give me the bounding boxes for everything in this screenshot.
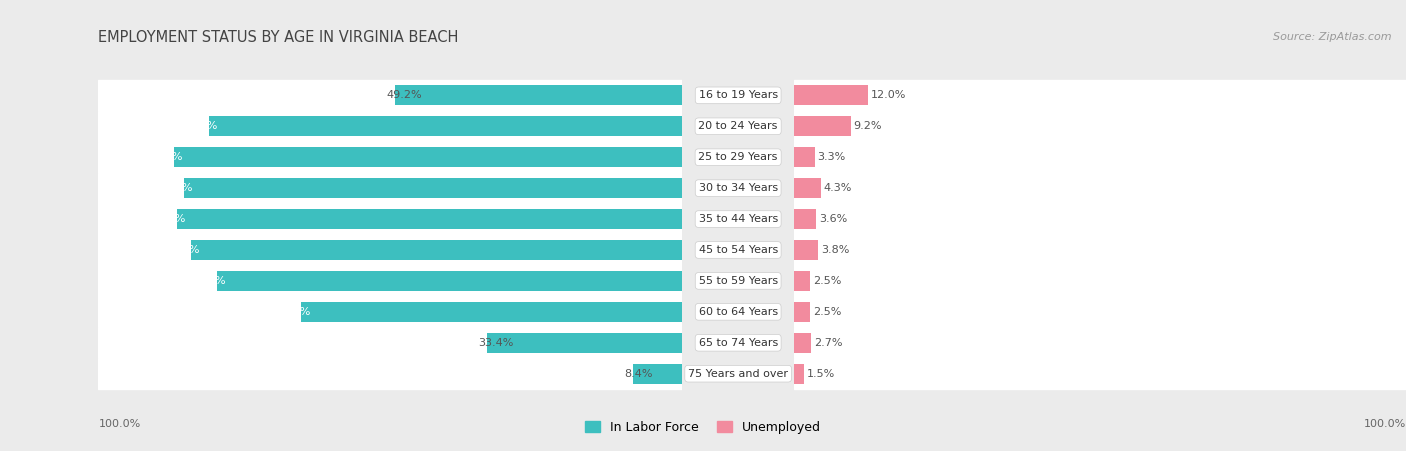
Text: 3.8%: 3.8% bbox=[821, 245, 849, 255]
Text: 75 Years and over: 75 Years and over bbox=[688, 368, 789, 379]
Text: 84.1%: 84.1% bbox=[165, 245, 200, 255]
Bar bbox=[794, 209, 817, 229]
Bar bbox=[794, 80, 1406, 111]
Text: 100.0%: 100.0% bbox=[98, 419, 141, 429]
Bar bbox=[794, 235, 1406, 266]
Bar bbox=[98, 110, 682, 142]
Bar bbox=[98, 327, 682, 359]
Text: Source: ZipAtlas.com: Source: ZipAtlas.com bbox=[1274, 32, 1392, 41]
Bar bbox=[98, 203, 682, 235]
Text: 20 to 24 Years: 20 to 24 Years bbox=[699, 121, 778, 131]
Text: 65.2%: 65.2% bbox=[274, 307, 311, 317]
Text: 3.3%: 3.3% bbox=[818, 152, 846, 162]
Text: 85.4%: 85.4% bbox=[157, 183, 193, 193]
Text: 2.5%: 2.5% bbox=[813, 276, 841, 286]
Bar bbox=[794, 142, 1406, 173]
Bar bbox=[98, 173, 682, 204]
Bar bbox=[794, 85, 868, 106]
Bar bbox=[794, 333, 811, 353]
Text: 65 to 74 Years: 65 to 74 Years bbox=[699, 338, 778, 348]
Bar bbox=[98, 358, 682, 389]
Bar bbox=[98, 235, 682, 266]
Bar bbox=[209, 116, 682, 136]
Text: 33.4%: 33.4% bbox=[478, 338, 513, 348]
Bar bbox=[794, 271, 810, 291]
Bar bbox=[794, 265, 1406, 296]
Text: 79.7%: 79.7% bbox=[190, 276, 225, 286]
Bar bbox=[794, 240, 818, 260]
Bar bbox=[98, 142, 682, 173]
Bar bbox=[794, 296, 1406, 327]
Bar bbox=[794, 178, 821, 198]
Text: 3.6%: 3.6% bbox=[820, 214, 848, 224]
Bar bbox=[395, 85, 682, 106]
Bar bbox=[633, 364, 682, 384]
Text: 8.4%: 8.4% bbox=[624, 368, 652, 379]
Text: 4.3%: 4.3% bbox=[824, 183, 852, 193]
Bar bbox=[794, 203, 1406, 235]
Text: 30 to 34 Years: 30 to 34 Years bbox=[699, 183, 778, 193]
Bar bbox=[794, 302, 810, 322]
Bar bbox=[794, 110, 1406, 142]
Text: 2.7%: 2.7% bbox=[814, 338, 842, 348]
Text: 16 to 19 Years: 16 to 19 Years bbox=[699, 90, 778, 101]
Bar bbox=[794, 364, 804, 384]
Bar bbox=[301, 302, 682, 322]
Text: 60 to 64 Years: 60 to 64 Years bbox=[699, 307, 778, 317]
Bar bbox=[794, 173, 1406, 204]
Bar bbox=[794, 327, 1406, 359]
Text: 86.5%: 86.5% bbox=[150, 214, 186, 224]
Bar bbox=[174, 147, 682, 167]
Text: 87.0%: 87.0% bbox=[148, 152, 183, 162]
Text: 25 to 29 Years: 25 to 29 Years bbox=[699, 152, 778, 162]
Text: 49.2%: 49.2% bbox=[387, 90, 422, 101]
Bar bbox=[217, 271, 682, 291]
Text: 35 to 44 Years: 35 to 44 Years bbox=[699, 214, 778, 224]
Bar bbox=[177, 209, 682, 229]
Bar bbox=[98, 80, 682, 111]
Text: 1.5%: 1.5% bbox=[807, 368, 835, 379]
Text: 45 to 54 Years: 45 to 54 Years bbox=[699, 245, 778, 255]
Bar bbox=[794, 116, 851, 136]
Text: EMPLOYMENT STATUS BY AGE IN VIRGINIA BEACH: EMPLOYMENT STATUS BY AGE IN VIRGINIA BEA… bbox=[98, 30, 458, 45]
Text: 12.0%: 12.0% bbox=[870, 90, 907, 101]
Bar bbox=[794, 358, 1406, 389]
Bar bbox=[98, 265, 682, 296]
Bar bbox=[184, 178, 682, 198]
Text: 100.0%: 100.0% bbox=[1364, 419, 1406, 429]
Text: 55 to 59 Years: 55 to 59 Years bbox=[699, 276, 778, 286]
Text: 81.0%: 81.0% bbox=[183, 121, 218, 131]
Text: 9.2%: 9.2% bbox=[853, 121, 882, 131]
Legend: In Labor Force, Unemployed: In Labor Force, Unemployed bbox=[578, 415, 828, 440]
Bar bbox=[98, 296, 682, 327]
Bar bbox=[794, 147, 814, 167]
Bar bbox=[191, 240, 682, 260]
Text: 2.5%: 2.5% bbox=[813, 307, 841, 317]
Bar bbox=[486, 333, 682, 353]
